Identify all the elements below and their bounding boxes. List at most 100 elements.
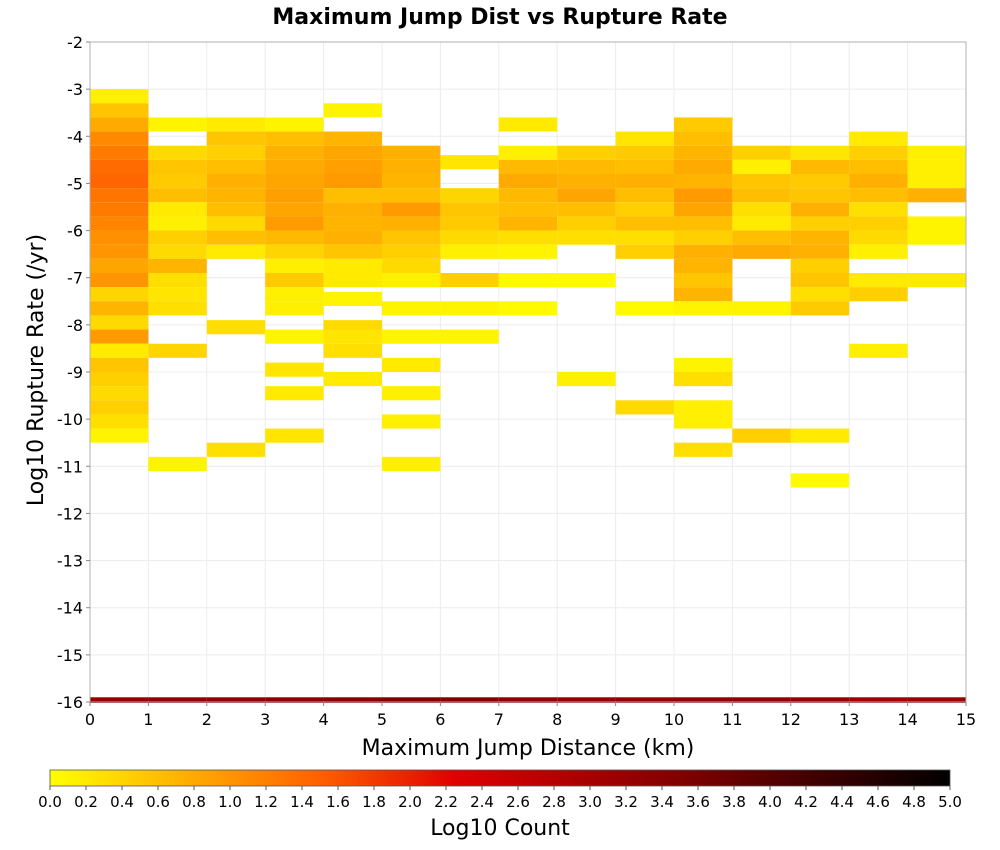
- heatmap-cell-bottom: [674, 697, 733, 703]
- heatmap-cell: [790, 244, 850, 259]
- heatmap-cell: [674, 442, 733, 457]
- heatmap-cell: [206, 230, 266, 245]
- x-axis-ticks: 0 1 2 3 4 5 6 7 8 9 10 11 12 13 14 15: [85, 702, 976, 729]
- heatmap-cell: [382, 230, 441, 245]
- colorbar-tick-label: 4.8: [902, 793, 926, 811]
- y-tick-label: -5: [67, 174, 83, 193]
- heatmap-cell-bottom: [90, 697, 149, 703]
- heatmap-cell: [440, 301, 499, 316]
- heatmap-cell: [90, 258, 149, 273]
- heatmap-cell-bottom: [615, 697, 674, 703]
- heatmap-cell: [265, 287, 324, 302]
- heatmap-cell: [498, 301, 558, 316]
- heatmap-cell: [907, 174, 966, 189]
- heatmap-cell: [790, 159, 850, 174]
- heatmap-cell: [323, 188, 382, 203]
- colorbar: [49, 769, 951, 787]
- x-tick-label: 0: [85, 710, 95, 729]
- heatmap-cell: [732, 145, 791, 160]
- heatmap-cell: [615, 174, 674, 189]
- heatmap-cell: [674, 230, 733, 245]
- heatmap-cell: [323, 216, 382, 231]
- heatmap-cell: [498, 159, 558, 174]
- heatmap-cell: [907, 188, 966, 203]
- x-tick-label: 11: [722, 710, 742, 729]
- heatmap-cell: [557, 372, 616, 387]
- heatmap-cell: [849, 145, 908, 160]
- colorbar-tick-label: 0.2: [74, 793, 98, 811]
- heatmap-cell: [323, 273, 382, 288]
- heatmap-cell: [148, 258, 207, 273]
- colorbar-tick-label: 2.6: [506, 793, 530, 811]
- heatmap-cell: [90, 159, 149, 174]
- x-tick-label: 13: [839, 710, 859, 729]
- heatmap-cell: [265, 273, 324, 288]
- heatmap-cell: [90, 357, 149, 372]
- colorbar-ticks: 0.0 0.2 0.4 0.6 0.8 1.0 1.2 1.4 1.6 1.8 2.0 2.2 2.4 2…: [38, 786, 962, 811]
- heatmap-cell: [90, 89, 149, 104]
- heatmap-cell: [382, 145, 441, 160]
- heatmap-cell: [498, 202, 558, 217]
- heatmap-cell: [732, 244, 791, 259]
- heatmap-cell: [265, 159, 324, 174]
- heatmap-cell: [674, 117, 733, 132]
- heatmap-cell: [849, 159, 908, 174]
- heatmap-cell: [206, 188, 266, 203]
- y-tick-label: -15: [57, 646, 83, 665]
- y-tick-label: -7: [67, 269, 83, 288]
- heatmap-cell: [382, 244, 441, 259]
- heatmap-cell: [206, 244, 266, 259]
- heatmap-cell: [265, 188, 324, 203]
- heatmap-cell: [732, 428, 791, 443]
- heatmap-cell: [732, 174, 791, 189]
- heatmap-cell: [90, 343, 149, 358]
- heatmap-cell-bottom: [498, 697, 558, 703]
- heatmap-cell: [849, 287, 908, 302]
- colorbar-tick-label: 0.6: [146, 793, 170, 811]
- heatmap-cell: [323, 230, 382, 245]
- colorbar-tick-label: 0.0: [38, 793, 62, 811]
- heatmap-cell: [440, 273, 499, 288]
- heatmap-cell-bottom: [849, 697, 908, 703]
- heatmap-cell: [90, 131, 149, 146]
- heatmap-cell: [382, 273, 441, 288]
- heatmap-cell: [790, 428, 850, 443]
- heatmap-cell: [206, 117, 266, 132]
- heatmap-cell: [440, 216, 499, 231]
- heatmap-cell: [90, 329, 149, 344]
- heatmap-cell: [498, 117, 558, 132]
- heatmap-cell: [849, 273, 908, 288]
- heatmap-cell: [382, 456, 441, 471]
- heatmap-cell: [498, 273, 558, 288]
- heatmap-cell: [148, 202, 207, 217]
- heatmap-cell: [674, 244, 733, 259]
- y-tick-label: -12: [57, 504, 83, 523]
- heatmap-cell: [557, 145, 616, 160]
- heatmap-cell: [732, 301, 791, 316]
- heatmap-cell: [674, 216, 733, 231]
- y-tick-label: -6: [67, 222, 83, 241]
- heatmap-cell: [440, 188, 499, 203]
- heatmap-cell: [90, 287, 149, 302]
- heatmap-cell: [90, 117, 149, 132]
- heatmap-cell: [382, 414, 441, 429]
- colorbar-tick-label: 3.4: [650, 793, 674, 811]
- heatmap-cell-bottom: [265, 697, 324, 703]
- colorbar-tick-label: 4.4: [830, 793, 854, 811]
- x-tick-label: 6: [435, 710, 445, 729]
- heatmap-cell: [323, 145, 382, 160]
- heatmap-cell: [498, 145, 558, 160]
- heatmap-cells: [90, 89, 966, 703]
- x-tick-label: 8: [552, 710, 562, 729]
- heatmap-cell: [148, 117, 207, 132]
- colorbar-tick-label: 3.2: [614, 793, 638, 811]
- heatmap-cell: [790, 273, 850, 288]
- heatmap-cell: [90, 428, 149, 443]
- heatmap-cell: [440, 230, 499, 245]
- heatmap-cell: [849, 202, 908, 217]
- heatmap-cell: [557, 273, 616, 288]
- heatmap-cell: [265, 145, 324, 160]
- x-tick-label: 4: [319, 710, 329, 729]
- heatmap-cell: [557, 159, 616, 174]
